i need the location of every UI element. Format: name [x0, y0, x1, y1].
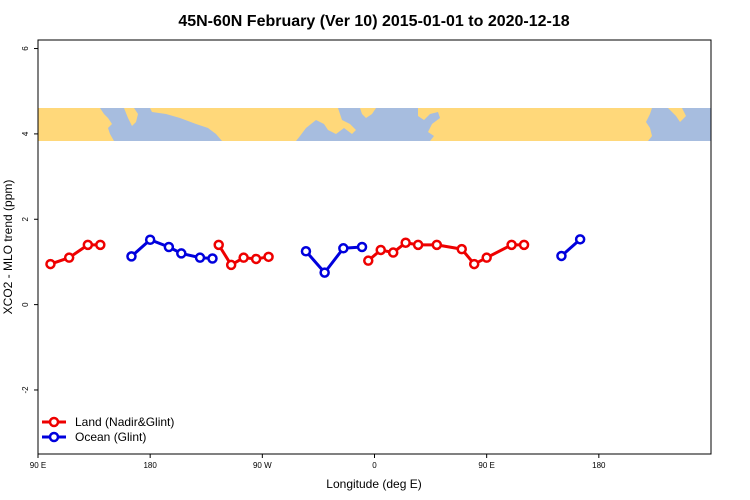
series-1-point-0-5 [207, 253, 218, 264]
series-1-line-1 [304, 245, 363, 275]
series-0-point-2-8 [481, 252, 492, 263]
y-tick-label-1: 0 [21, 302, 30, 307]
legend-ocean-label: Ocean (Glint) [75, 430, 146, 444]
plot-frame [37, 39, 712, 455]
series-0-point-2-4 [412, 239, 424, 251]
y-tick-label-4: 6 [21, 46, 30, 51]
x-tick-label-0: 90 E [30, 461, 46, 470]
legend-ocean-marker [48, 431, 60, 443]
series-1-point-1-3 [356, 241, 368, 253]
map-land-north-america [150, 108, 356, 141]
series-1-point-1-0 [300, 246, 312, 257]
series-1-point-0-1 [144, 234, 156, 245]
x-tick-label-5: 180 [592, 461, 606, 470]
map-land-newfoundland [360, 108, 376, 118]
series-1-point-1-1 [319, 267, 330, 278]
series-0-point-1-3 [250, 253, 262, 265]
series-1-point-0-4 [194, 252, 206, 263]
series-layer [45, 234, 586, 278]
series-0-point-2-2 [387, 247, 399, 258]
x-axis-label: Longitude (deg E) [326, 477, 421, 491]
legend-land-marker [48, 416, 60, 428]
series-1-point-2-1 [574, 234, 586, 245]
world-map-strip [38, 108, 711, 141]
series-0-point-0-2 [82, 239, 94, 251]
series-1 [126, 234, 586, 278]
series-1-point-0-2 [163, 241, 175, 253]
map-land-europe-asia [418, 108, 652, 141]
y-tick-label-3: 4 [21, 131, 30, 136]
series-0-point-1-1 [225, 259, 237, 271]
x-tick-label-2: 90 W [253, 461, 272, 470]
series-0-point-0-3 [95, 239, 106, 251]
series-0-point-2-9 [506, 239, 517, 251]
y-axis: -2 0 2 4 6 [21, 46, 38, 394]
series-0-point-2-10 [518, 239, 530, 251]
legend-land-label: Land (Nadir&Glint) [75, 415, 174, 429]
series-0-point-2-1 [375, 244, 386, 256]
legend: Land (Nadir&Glint) Ocean (Glint) [42, 415, 174, 444]
series-0-point-2-7 [468, 258, 480, 270]
series-0-point-0-0 [45, 258, 56, 270]
x-tick-label-3: 0 [372, 461, 377, 470]
series-1-point-0-3 [176, 248, 187, 259]
series-1-point-0-0 [126, 251, 137, 262]
series-0-line-0 [49, 243, 101, 266]
x-tick-label-4: 90 E [478, 461, 494, 470]
y-tick-label-2: 2 [21, 216, 30, 221]
y-tick-label-0: -2 [21, 386, 30, 394]
map-land-kamchatka-east [668, 108, 686, 122]
map-land-kamchatka [124, 108, 138, 126]
series-0 [45, 237, 530, 271]
map-land-asia-west [38, 108, 114, 141]
series-0-point-2-0 [363, 255, 374, 266]
series-0-point-2-6 [456, 243, 467, 255]
x-axis: 90 E 180 90 W 0 90 E 180 [30, 454, 606, 470]
y-axis-label: XCO2 - MLO trend (ppm) [1, 180, 15, 315]
series-0-point-2-5 [431, 239, 443, 251]
series-0-point-1-2 [238, 252, 249, 263]
series-0-point-0-1 [63, 252, 75, 263]
series-0-point-1-0 [213, 239, 224, 251]
series-0-point-2-3 [400, 237, 411, 248]
x-tick-label-1: 180 [143, 461, 157, 470]
chart-title: 45N-60N February (Ver 10) 2015-01-01 to … [178, 13, 569, 30]
series-1-point-1-2 [338, 243, 349, 254]
series-1-point-2-0 [556, 250, 567, 262]
series-0-point-1-4 [263, 251, 274, 263]
